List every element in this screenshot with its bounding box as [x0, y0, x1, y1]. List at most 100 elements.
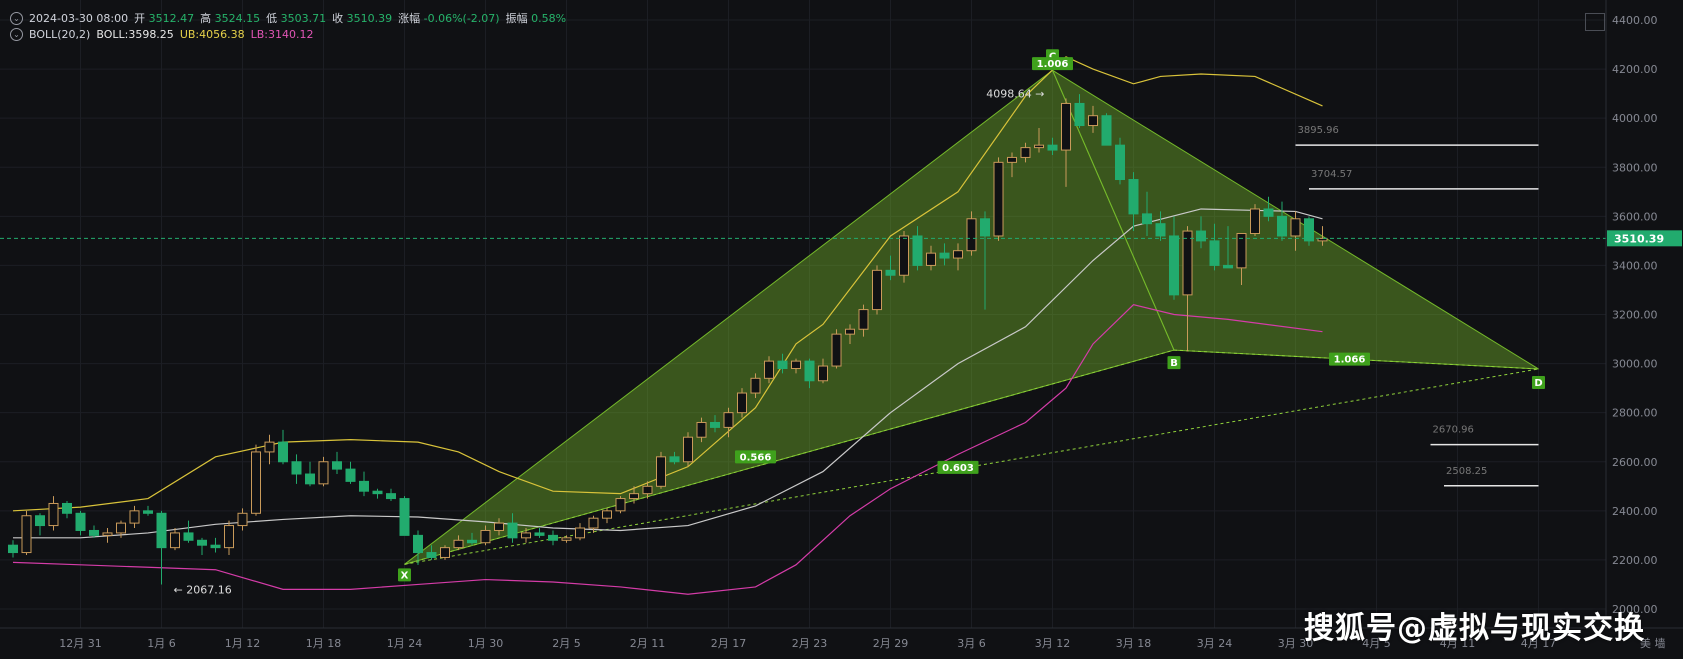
open-label: 开: [134, 12, 146, 25]
candle-body: [1020, 147, 1031, 158]
candle-body: [899, 235, 909, 276]
candle-body: [548, 534, 558, 541]
candle-body: [1209, 240, 1220, 266]
candle-body: [696, 421, 707, 438]
candle-body: [453, 539, 464, 549]
candle-body: [926, 252, 936, 266]
indicator-name[interactable]: BOLL(20,2): [29, 28, 91, 41]
candle-body: [966, 218, 977, 252]
x-tick-label: 4月 17: [1521, 637, 1557, 650]
candle-body: [885, 269, 896, 276]
current-price-value: 3510.39: [1614, 232, 1664, 245]
candle-body: [1250, 208, 1260, 235]
high-mark-label: 4098.64 →: [986, 88, 1044, 101]
candle-body: [1101, 115, 1112, 146]
candle-body: [170, 532, 180, 549]
candle-body: [467, 539, 477, 544]
candle-body: [642, 485, 653, 495]
candle-body: [291, 461, 302, 475]
x-tick-label: 3月 18: [1116, 637, 1152, 650]
low-label: 低: [266, 12, 278, 25]
candle-body: [777, 360, 788, 369]
pattern-line-xb: [404, 349, 1175, 565]
candle-body: [399, 498, 410, 536]
x-tick-label: 3月 30: [1278, 637, 1314, 650]
collapse-icon[interactable]: ⌄: [10, 11, 23, 25]
candle-body: [858, 309, 869, 330]
x-tick-label: 1月 24: [387, 637, 423, 650]
candle-body: [332, 461, 342, 470]
candle-body: [1182, 230, 1193, 296]
candle-body: [89, 529, 99, 536]
candle-body: [1223, 264, 1233, 269]
candle-body: [750, 377, 761, 394]
candle-body: [764, 360, 774, 379]
candle-body: [629, 493, 639, 500]
candle-body: [791, 360, 801, 369]
low-value: 3503.71: [280, 12, 327, 25]
y-tick-label: 3200.00: [1612, 309, 1658, 322]
low-mark-label: ← 2067.16: [174, 583, 232, 596]
ub-value: UB:4056.38: [179, 28, 245, 41]
pattern-ratio-label: 1.006: [1037, 59, 1069, 70]
candle-body: [507, 522, 518, 539]
y-tick-label: 3400.00: [1612, 259, 1658, 272]
x-tick-label: 3月 6: [957, 637, 986, 650]
candle-body: [656, 456, 666, 487]
y-tick-label: 3800.00: [1612, 161, 1658, 174]
watermark: 搜狐号@虚拟与现实交换: [1304, 611, 1645, 646]
candle-body: [588, 517, 599, 529]
x-tick-label: 1月 12: [225, 637, 261, 650]
y-tick-label: 2200.00: [1612, 554, 1658, 567]
open-value: 3512.47: [148, 12, 195, 25]
price-level-label: 2508.25: [1446, 466, 1487, 477]
legend-date: 2024-03-30 08:00: [29, 11, 129, 25]
pattern-ratio-label-bg: [937, 460, 979, 474]
candle-body: [939, 252, 950, 259]
y-tick-label: 4000.00: [1612, 112, 1658, 125]
x-tick-label: 2月 29: [873, 637, 909, 650]
x-tick-label: 12月 31: [59, 637, 102, 650]
x-tick-label: 1月 6: [147, 637, 176, 650]
y-tick-label: 3000.00: [1612, 358, 1658, 371]
x-tick-label: 1月 30: [468, 637, 504, 650]
candle-body: [183, 532, 194, 541]
x-tick-label: 3月 24: [1197, 637, 1233, 650]
candle-body: [237, 512, 248, 527]
price-level-label: 2670.96: [1433, 425, 1474, 436]
candle-body: [669, 456, 680, 463]
candle-body: [912, 235, 923, 266]
pattern-ratio-label: 0.566: [740, 452, 772, 463]
current-price-badge: [1607, 230, 1682, 247]
candle-body: [1317, 237, 1328, 242]
candle-body: [116, 522, 126, 534]
candle-body: [75, 512, 86, 531]
candle-body: [1304, 218, 1314, 242]
x-tick-label: 3月 12: [1035, 637, 1071, 650]
candle-body: [129, 510, 140, 524]
candle-body: [386, 493, 396, 500]
candle-body: [845, 328, 855, 335]
candle-body: [224, 525, 234, 549]
pattern-ratio-label-bg: [1329, 352, 1370, 366]
collapse-icon[interactable]: ⌄: [10, 28, 23, 41]
candle-body: [264, 441, 275, 453]
pattern-point-d-bg: [1532, 375, 1545, 389]
candle-body: [426, 552, 437, 558]
boll-value: BOLL:3598.25: [96, 28, 174, 41]
y-tick-label: 2000.00: [1612, 603, 1658, 616]
pattern-point-c: C: [1049, 51, 1056, 62]
high-label: 高: [200, 12, 212, 25]
expand-icon[interactable]: [1585, 13, 1605, 31]
candle-body: [831, 333, 842, 367]
x-tick-label: 2月 23: [792, 637, 828, 650]
candle-body: [345, 468, 356, 482]
x-tick-label: 4月 5: [1362, 637, 1391, 650]
candle-body: [534, 532, 545, 536]
boll-lower-line: [12, 304, 1323, 595]
pattern-point-d: D: [1534, 378, 1542, 389]
x-tick-label: 2月 5: [552, 637, 581, 650]
candle-body: [1128, 179, 1139, 215]
close-label: 收: [332, 12, 344, 25]
